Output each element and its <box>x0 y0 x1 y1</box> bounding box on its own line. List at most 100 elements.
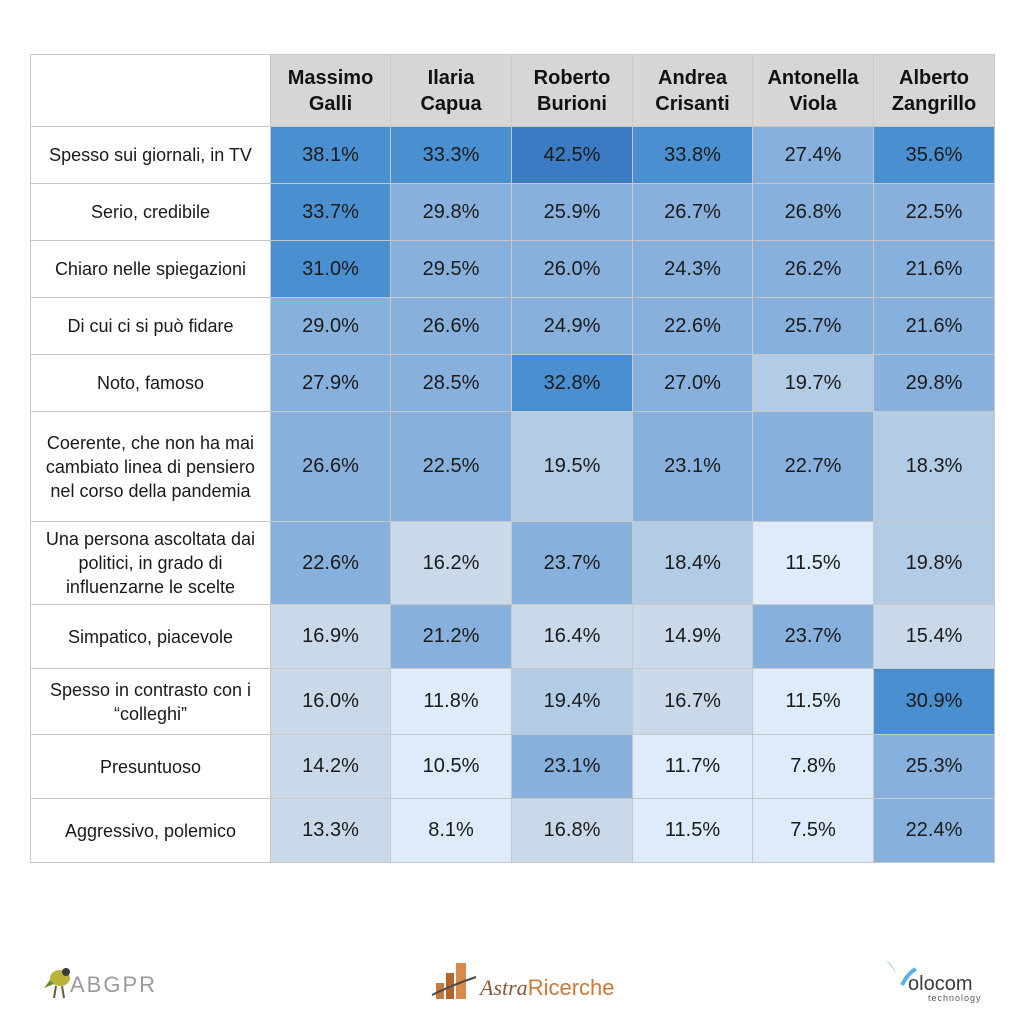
heatmap-table: Massimo Galli Ilaria Capua Roberto Burioni… <box>30 54 995 863</box>
volocom-logo: olocom technology <box>880 955 995 1010</box>
heatmap-cell: 22.5% <box>873 183 995 241</box>
heatmap-cell: 31.0% <box>270 240 391 298</box>
heatmap-cell: 33.8% <box>632 126 753 184</box>
row-label: Aggressivo, polemico <box>30 798 271 863</box>
heatmap-cell: 38.1% <box>270 126 391 184</box>
column-header: Antonella Viola <box>752 54 874 127</box>
astra-buildings-icon <box>431 963 477 999</box>
heatmap-cell: 32.8% <box>511 354 633 412</box>
heatmap-cell: 19.8% <box>873 521 995 605</box>
row-label: Spesso in contrasto con i “colleghi” <box>30 668 271 735</box>
heatmap-cell: 13.3% <box>270 798 391 863</box>
heatmap-cell: 29.0% <box>270 297 391 355</box>
heatmap-cell: 35.6% <box>873 126 995 184</box>
heatmap-cell: 16.4% <box>511 604 633 669</box>
table-row: Una persona ascoltata dai politici, in g… <box>30 521 995 605</box>
column-header-label: Antonella Viola <box>767 66 859 115</box>
heatmap-cell: 29.8% <box>873 354 995 412</box>
row-label: Presuntuoso <box>30 734 271 799</box>
heatmap-cell: 11.5% <box>752 521 874 605</box>
heatmap-cell: 19.5% <box>511 411 633 522</box>
volocom-logo-subtitle: technology <box>928 993 982 1003</box>
heatmap-cell: 15.4% <box>873 604 995 669</box>
heatmap-cell: 28.5% <box>390 354 512 412</box>
column-header-label: Alberto Zangrillo <box>891 66 977 115</box>
heatmap-cell: 18.3% <box>873 411 995 522</box>
heatmap-cell: 26.2% <box>752 240 874 298</box>
heatmap-cell: 25.7% <box>752 297 874 355</box>
heatmap-cell: 16.8% <box>511 798 633 863</box>
heatmap-cell: 27.0% <box>632 354 753 412</box>
column-header: Andrea Crisanti <box>632 54 753 127</box>
heatmap-cell: 26.7% <box>632 183 753 241</box>
heatmap-cell: 26.0% <box>511 240 633 298</box>
column-header: Roberto Burioni <box>511 54 633 127</box>
heatmap-cell: 26.6% <box>270 411 391 522</box>
heatmap-cell: 11.5% <box>752 668 874 735</box>
volocom-logo-text: olocom <box>908 973 973 995</box>
column-header-label: Massimo Galli <box>287 66 374 115</box>
row-label: Una persona ascoltata dai politici, in g… <box>30 521 271 605</box>
heatmap-cell: 14.2% <box>270 734 391 799</box>
heatmap-cell: 22.6% <box>632 297 753 355</box>
column-header: Ilaria Capua <box>390 54 512 127</box>
heatmap-cell: 22.4% <box>873 798 995 863</box>
heatmap-cell: 22.5% <box>390 411 512 522</box>
heatmap-cell: 22.6% <box>270 521 391 605</box>
column-header-label: Ilaria Capua <box>420 66 482 115</box>
volocom-swoosh-icon <box>886 961 917 986</box>
heatmap-cell: 29.8% <box>390 183 512 241</box>
row-label: Spesso sui giornali, in TV <box>30 126 271 184</box>
heatmap-cell: 16.0% <box>270 668 391 735</box>
heatmap-cell: 42.5% <box>511 126 633 184</box>
table-row: Di cui ci si può fidare 29.0% 26.6% 24.9% 22… <box>30 297 995 355</box>
table-row: Serio, credibile 33.7% 29.8% 25.9% 26.7% 26.8… <box>30 183 995 241</box>
astra-logo-part1: Astra <box>480 975 528 1000</box>
heatmap-cell: 16.2% <box>390 521 512 605</box>
heatmap-cell: 19.7% <box>752 354 874 412</box>
abgpr-logo-text: ABGPR <box>70 972 158 997</box>
column-header-label: Andrea Crisanti <box>655 66 730 115</box>
heatmap-cell: 25.9% <box>511 183 633 241</box>
row-label: Simpatico, piacevole <box>30 604 271 669</box>
abgpr-logo: ABGPR <box>40 958 170 1008</box>
heatmap-cell: 21.6% <box>873 297 995 355</box>
corner-cell <box>30 54 271 127</box>
table-row: Simpatico, piacevole 16.9% 21.2% 16.4% 14.9%… <box>30 604 995 669</box>
astra-ricerche-logo: AstraRicerche <box>430 955 620 1010</box>
heatmap-cell: 24.3% <box>632 240 753 298</box>
astra-logo-text: AstraRicerche <box>480 975 615 1001</box>
column-header: Massimo Galli <box>270 54 391 127</box>
heatmap-cell: 27.9% <box>270 354 391 412</box>
table-row: Presuntuoso 14.2% 10.5% 23.1% 11.7% 7.8% 25.3% <box>30 734 995 799</box>
astra-logo-part2: Ricerche <box>527 975 615 1000</box>
table-row: Aggressivo, polemico 13.3% 8.1% 16.8% 11.5% 7… <box>30 798 995 863</box>
heatmap-cell: 23.7% <box>752 604 874 669</box>
table-row: Coerente, che non ha mai cambiato linea … <box>30 411 995 522</box>
heatmap-cell: 26.6% <box>390 297 512 355</box>
heatmap-cell: 33.3% <box>390 126 512 184</box>
heatmap-cell: 21.6% <box>873 240 995 298</box>
table-row: Spesso in contrasto con i “colleghi” 16.0… <box>30 668 995 735</box>
heatmap-cell: 23.7% <box>511 521 633 605</box>
heatmap-cell: 16.7% <box>632 668 753 735</box>
heatmap-cell: 23.1% <box>632 411 753 522</box>
column-header-label: Roberto Burioni <box>533 66 611 115</box>
heatmap-cell: 30.9% <box>873 668 995 735</box>
row-label: Noto, famoso <box>30 354 271 412</box>
heatmap-cell: 10.5% <box>390 734 512 799</box>
heatmap-cell: 22.7% <box>752 411 874 522</box>
row-label: Di cui ci si può fidare <box>30 297 271 355</box>
heatmap-cell: 26.8% <box>752 183 874 241</box>
heatmap-cell: 19.4% <box>511 668 633 735</box>
column-header: Alberto Zangrillo <box>873 54 995 127</box>
heatmap-cell: 23.1% <box>511 734 633 799</box>
heatmap-cell: 18.4% <box>632 521 753 605</box>
heatmap-cell: 14.9% <box>632 604 753 669</box>
header-row: Massimo Galli Ilaria Capua Roberto Burioni… <box>30 54 995 127</box>
row-label: Coerente, che non ha mai cambiato linea … <box>30 411 271 522</box>
table-row: Chiaro nelle spiegazioni 31.0% 29.5% 26.0% 2… <box>30 240 995 298</box>
heatmap-cell: 27.4% <box>752 126 874 184</box>
heatmap-cell: 11.5% <box>632 798 753 863</box>
heatmap-cell: 11.7% <box>632 734 753 799</box>
